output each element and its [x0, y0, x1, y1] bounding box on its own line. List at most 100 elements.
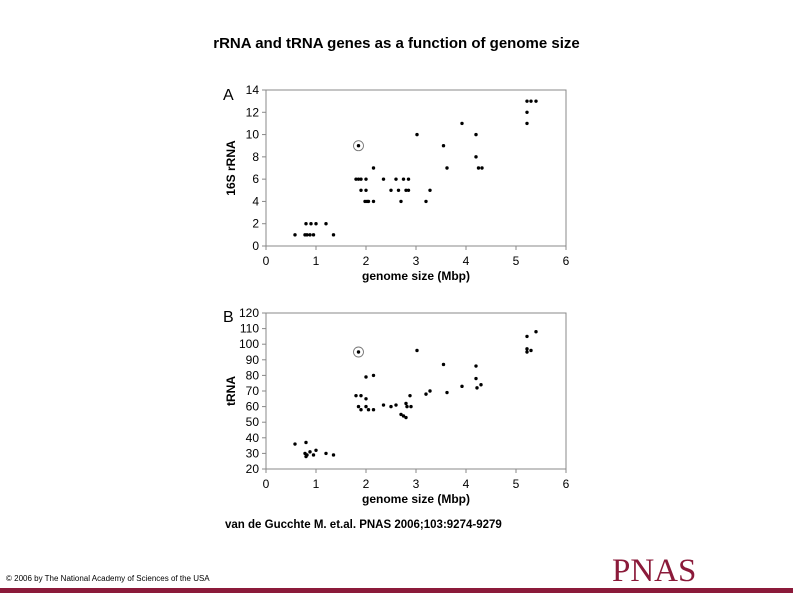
data-point [304, 440, 308, 445]
x-tick-label: 1 [313, 254, 320, 268]
panel-label: B [223, 309, 234, 326]
data-point [401, 414, 406, 418]
data-point [474, 132, 478, 137]
data-point [394, 177, 398, 181]
x-tick-label: 6 [563, 254, 570, 268]
data-point [364, 188, 368, 192]
data-point [381, 177, 386, 181]
x-tick-label: 3 [413, 477, 420, 491]
data-point [396, 188, 401, 192]
x-tick-label: 0 [263, 477, 270, 491]
y-axis-label: tRNA [224, 376, 238, 406]
y-tick-label: 10 [246, 128, 260, 142]
data-point [371, 166, 376, 170]
y-tick-label: 0 [252, 239, 259, 253]
data-point [406, 188, 411, 192]
x-tick-label: 0 [263, 254, 270, 268]
data-point [354, 393, 358, 398]
y-tick-label: 12 [246, 105, 260, 119]
data-point [314, 222, 318, 226]
data-point [534, 330, 538, 334]
data-point [389, 404, 393, 409]
data-point [474, 364, 478, 368]
page-title: rRNA and tRNA genes as a function of gen… [213, 35, 580, 52]
data-point [475, 386, 479, 390]
y-tick-label: 30 [246, 446, 260, 460]
data-point [364, 177, 368, 181]
x-tick-label: 5 [513, 254, 520, 268]
data-point [356, 144, 361, 148]
data-point [476, 166, 481, 170]
data-point [364, 404, 368, 409]
data-point [359, 408, 363, 412]
data-point [480, 166, 484, 170]
x-tick-label: 5 [513, 477, 520, 491]
data-point [474, 155, 478, 159]
y-tick-label: 20 [246, 462, 260, 476]
y-tick-label: 70 [246, 384, 260, 398]
y-tick-label: 40 [246, 431, 260, 445]
citation: van de Gucchte M. et.al. PNAS 2006;103:9… [225, 519, 502, 531]
y-tick-label: 80 [246, 368, 260, 382]
y-axis-label: 16S rRNA [224, 140, 238, 196]
data-point [405, 404, 409, 409]
x-tick-label: 6 [563, 477, 570, 491]
data-point [371, 408, 376, 412]
data-point [428, 188, 432, 192]
y-tick-label: 2 [252, 217, 259, 231]
data-point [311, 453, 316, 457]
data-point [406, 177, 411, 181]
pnas-logo: PNAS [612, 553, 697, 589]
x-tick-label: 1 [313, 477, 320, 491]
x-tick-label: 4 [463, 254, 470, 268]
data-point [311, 233, 316, 237]
data-point [364, 375, 368, 379]
data-point [415, 348, 419, 353]
data-point [359, 177, 363, 181]
data-point [441, 362, 446, 367]
data-point [415, 132, 419, 137]
x-tick-label: 2 [363, 254, 370, 268]
y-tick-label: 100 [239, 337, 259, 351]
data-point [441, 144, 446, 148]
data-point [305, 453, 309, 457]
data-point [529, 348, 533, 353]
data-point [381, 403, 386, 407]
data-point [529, 99, 533, 103]
data-point [308, 233, 312, 237]
y-tick-label: 6 [252, 172, 259, 186]
data-point [404, 415, 408, 420]
data-point [479, 383, 483, 387]
data-point [525, 110, 529, 114]
data-point [445, 390, 449, 395]
data-point [293, 442, 297, 446]
data-point [359, 188, 363, 192]
data-point [371, 199, 376, 204]
data-point [356, 350, 361, 354]
y-tick-label: 4 [252, 194, 259, 208]
data-point [371, 373, 376, 378]
data-point [394, 403, 398, 407]
plot-frame [265, 312, 567, 470]
y-tick-label: 90 [246, 353, 260, 367]
data-point [460, 121, 464, 126]
data-point [304, 222, 308, 226]
data-point [404, 401, 408, 406]
data-point [445, 166, 449, 170]
x-axis-label: genome size (Mbp) [362, 269, 470, 283]
data-point [359, 393, 363, 398]
highlight-ring [353, 346, 364, 358]
data-point [525, 121, 529, 126]
data-point [399, 199, 403, 204]
data-point [356, 404, 361, 409]
y-tick-label: 60 [246, 400, 260, 414]
copyright: © 2006 by The National Academy of Scienc… [6, 574, 210, 583]
y-tick-label: 8 [252, 150, 259, 164]
data-point [308, 450, 312, 454]
y-tick-label: 50 [246, 415, 260, 429]
data-point [399, 412, 403, 417]
data-point [525, 99, 529, 103]
